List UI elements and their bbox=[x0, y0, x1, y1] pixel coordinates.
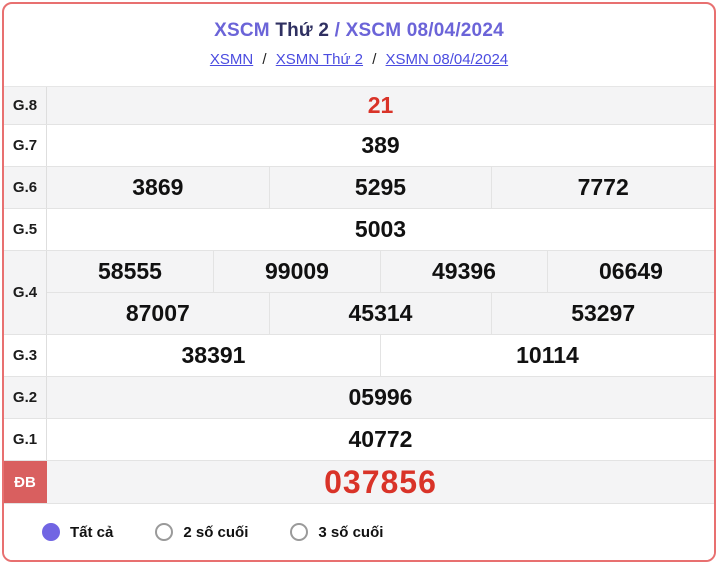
radio-option-last3[interactable]: 3 số cuối bbox=[290, 523, 383, 541]
prize-row-g8: G.8 21 bbox=[4, 87, 714, 125]
prize-number: 5295 bbox=[270, 167, 493, 208]
prize-number: 45314 bbox=[270, 293, 493, 334]
radio-icon[interactable] bbox=[155, 523, 174, 541]
prize-row-g4: G.4 58555 99009 49396 06649 87007 45314 … bbox=[4, 251, 714, 335]
prize-number: 87007 bbox=[47, 293, 270, 334]
special-prize-number: 037856 bbox=[324, 463, 437, 500]
prize-number: 05996 bbox=[348, 384, 413, 410]
prize-number: 99009 bbox=[214, 251, 381, 292]
radio-icon[interactable] bbox=[290, 523, 309, 541]
breadcrumb: XSMN / XSMN Thứ 2 / XSMN 08/04/2024 bbox=[4, 51, 714, 68]
results-header: XSCM Thứ 2 / XSCM 08/04/2024 XSMN / XSMN… bbox=[4, 4, 714, 87]
prize-number: 58555 bbox=[47, 251, 214, 292]
prize-row-g2: G.2 05996 bbox=[4, 377, 714, 419]
radio-option-label: 3 số cuối bbox=[318, 523, 384, 541]
breadcrumb-separator: / bbox=[262, 51, 267, 68]
breadcrumb-separator: / bbox=[372, 51, 377, 68]
prize-number: 7772 bbox=[577, 174, 629, 200]
prize-label-g4: G.4 bbox=[4, 251, 47, 334]
prize-row-db: ĐB 037856 bbox=[4, 461, 714, 504]
prize-label-g5: G.5 bbox=[4, 209, 47, 250]
prize-label-g1: G.1 bbox=[4, 419, 47, 460]
radio-icon[interactable] bbox=[42, 523, 60, 541]
prize-label-g2: G.2 bbox=[4, 377, 47, 418]
breadcrumb-link-xsmn[interactable]: XSMN bbox=[209, 51, 254, 68]
prize-label-g7: G.7 bbox=[4, 125, 47, 166]
prize-row-g6: G.6 3869 5295 7772 bbox=[4, 167, 714, 209]
results-table: G.8 21 G.7 389 G.6 3869 5295 7772 G.5 50… bbox=[4, 87, 714, 504]
prize-label-db: ĐB bbox=[4, 461, 47, 503]
breadcrumb-link-xsmn-date[interactable]: XSMN 08/04/2024 bbox=[385, 51, 509, 68]
title-station: XSCM bbox=[214, 20, 270, 41]
prize-number: 10114 bbox=[516, 342, 579, 368]
display-filter-options: Tất cả 2 số cuối 3 số cuối bbox=[4, 504, 714, 560]
title-date: XSCM 08/04/2024 bbox=[345, 20, 504, 41]
prize-row-g3: G.3 38391 10114 bbox=[4, 335, 714, 377]
prize-row-g5: G.5 5003 bbox=[4, 209, 714, 251]
prize-number: 38391 bbox=[47, 335, 381, 376]
prize-row-g7: G.7 389 bbox=[4, 125, 714, 167]
prize-label-g3: G.3 bbox=[4, 335, 47, 376]
prize-number: 5003 bbox=[354, 216, 407, 242]
radio-option-all[interactable]: Tất cả bbox=[42, 523, 113, 541]
title-weekday: Thứ 2 bbox=[275, 20, 330, 41]
radio-option-label: Tất cả bbox=[70, 523, 114, 541]
prize-number: 3869 bbox=[47, 167, 270, 208]
prize-number: 06649 bbox=[599, 258, 663, 284]
prize-number: 53297 bbox=[571, 300, 636, 326]
page-title: XSCM Thứ 2 / XSCM 08/04/2024 bbox=[4, 20, 714, 42]
prize-number: 49396 bbox=[381, 251, 548, 292]
prize-label-g8: G.8 bbox=[4, 87, 47, 124]
radio-option-label: 2 số cuối bbox=[183, 523, 249, 541]
prize-row-g1: G.1 40772 bbox=[4, 419, 714, 461]
breadcrumb-link-xsmn-thu2[interactable]: XSMN Thứ 2 bbox=[275, 51, 364, 68]
prize-number: 40772 bbox=[348, 426, 413, 452]
title-separator: / bbox=[334, 20, 341, 41]
lottery-results-card: XSCM Thứ 2 / XSCM 08/04/2024 XSMN / XSMN… bbox=[2, 2, 716, 562]
radio-option-last2[interactable]: 2 số cuối bbox=[155, 523, 248, 541]
prize-number: 389 bbox=[361, 132, 400, 158]
prize-number: 21 bbox=[367, 92, 394, 118]
prize-label-g6: G.6 bbox=[4, 167, 47, 208]
